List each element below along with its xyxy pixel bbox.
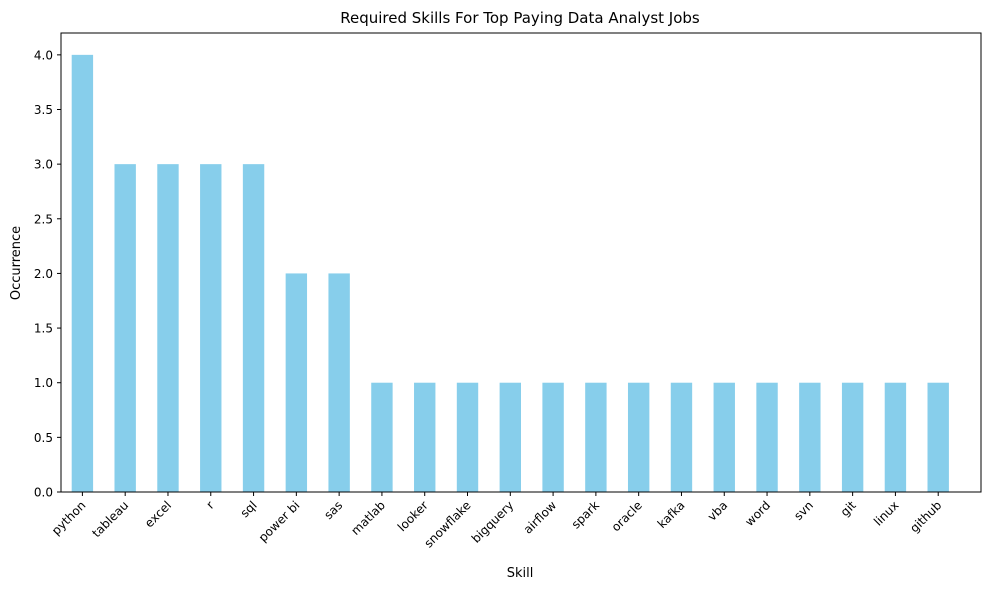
x-tick-label: r	[203, 498, 216, 511]
chart-title: Required Skills For Top Paying Data Anal…	[340, 9, 700, 27]
x-tick-label: python	[49, 498, 89, 538]
bar-sql	[242, 164, 265, 492]
bar-matlab	[371, 382, 393, 492]
bar-svn	[799, 382, 821, 492]
x-tick-label: svn	[791, 498, 816, 523]
bar-git	[841, 382, 864, 492]
y-tick-label: 0.5	[34, 431, 53, 445]
bar-oracle	[627, 382, 650, 492]
x-tick-label: excel	[142, 498, 174, 530]
x-tick-label: git	[838, 498, 859, 519]
plot-frame	[60, 32, 982, 493]
y-axis-label: Occurrence	[9, 226, 24, 300]
y-tick-label: 2.0	[34, 267, 53, 281]
x-tick-label: airflow	[521, 498, 560, 537]
bar-r	[200, 164, 222, 492]
bar-power-bi	[285, 273, 308, 492]
bar-looker	[414, 382, 436, 492]
bar-tableau	[114, 164, 136, 492]
x-tick-label: word	[742, 498, 773, 529]
x-tick-label: tableau	[89, 498, 131, 540]
bar-python	[71, 54, 94, 492]
x-tick-label: github	[907, 498, 944, 535]
bar-spark	[585, 382, 607, 492]
bar-snowflake	[456, 382, 479, 492]
y-tick-label: 2.5	[34, 212, 53, 226]
x-tick-label: snowflake	[421, 498, 473, 550]
x-tick-label: oracle	[609, 498, 645, 534]
y-tick-label: 1.0	[34, 376, 53, 390]
y-tick-label: 1.5	[34, 322, 53, 336]
y-tick-label: 3.0	[34, 158, 53, 172]
y-tick-label: 3.5	[34, 103, 53, 117]
bar-vba	[713, 382, 735, 492]
x-tick-label: looker	[395, 498, 431, 534]
bar-excel	[157, 164, 179, 492]
bar-linux	[884, 382, 907, 492]
bar-airflow	[542, 382, 564, 492]
x-tick-label: sql	[238, 498, 260, 520]
x-tick-label: sas	[321, 498, 345, 522]
x-tick-label: matlab	[348, 498, 388, 538]
bar-kafka	[670, 382, 693, 492]
x-tick-label: bigquery	[469, 498, 517, 546]
y-tick-label: 4.0	[34, 48, 53, 62]
y-axis: 0.0 0.5 1.0 1.5 2.0 2.5 3.0 3.5 4.0	[34, 48, 61, 500]
x-tick-label: vba	[705, 498, 731, 524]
x-tick-label: power bi	[256, 498, 303, 545]
x-tick-label: spark	[569, 498, 602, 531]
x-axis-label: Skill	[507, 566, 534, 581]
bar-github	[927, 382, 949, 492]
x-tick-label: kafka	[655, 498, 688, 531]
bar-word	[756, 382, 778, 492]
y-tick-label: 0.0	[34, 486, 53, 500]
bars-group	[71, 54, 949, 492]
x-tick-label: linux	[871, 498, 901, 528]
bar-bigquery	[499, 382, 521, 492]
bar-sas	[328, 273, 350, 492]
